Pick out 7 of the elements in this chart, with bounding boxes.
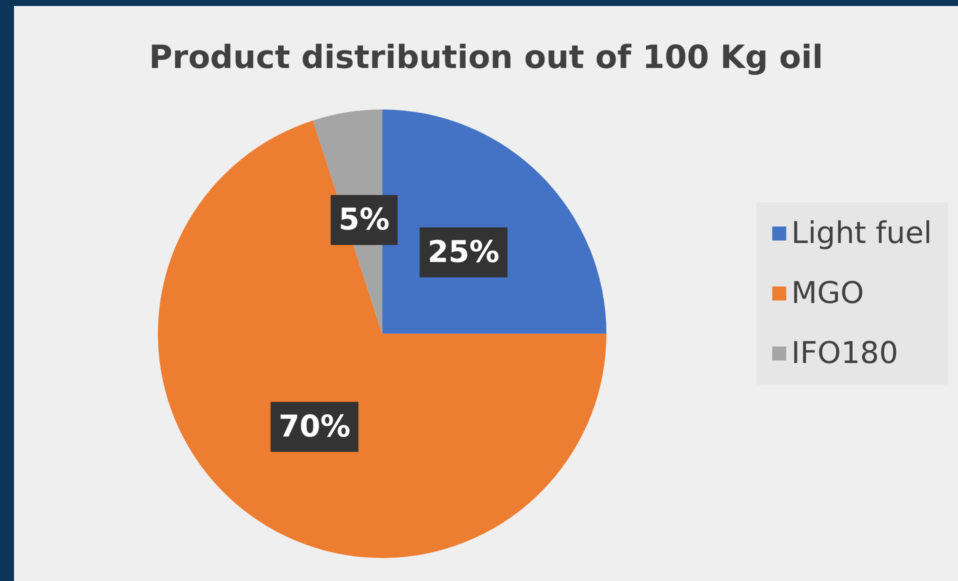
- chart-title: Product distribution out of 100 Kg oil: [148, 38, 824, 76]
- data-label: 70%: [278, 409, 350, 444]
- data-label: 25%: [428, 234, 500, 270]
- data-label: 5%: [338, 202, 390, 238]
- legend-label: IFO180: [791, 336, 898, 371]
- legend-label: Light fuel: [791, 216, 932, 251]
- legend-label: MGO: [791, 276, 864, 311]
